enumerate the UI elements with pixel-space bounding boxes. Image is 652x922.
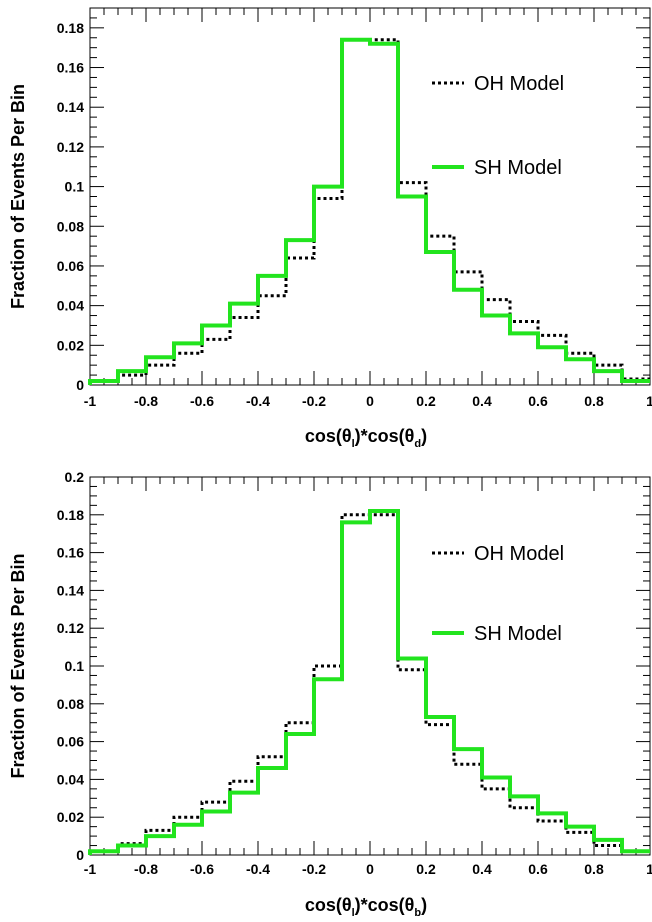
x-tick-label: -0.4 — [246, 393, 270, 409]
x-axis-title-part: ) — [421, 895, 427, 915]
y-tick-label: 0.16 — [57, 545, 84, 561]
y-tick-label: 0.02 — [57, 809, 84, 825]
x-tick-label: 1 — [646, 861, 652, 877]
y-axis-title: Fraction of Events Per Bin — [8, 84, 28, 309]
x-axis-title-subscript: l — [352, 438, 355, 450]
x-tick-label: -1 — [84, 393, 97, 409]
x-axis-title-subscript: l — [352, 907, 355, 919]
x-axis-title-part: )*cos(θ — [355, 895, 415, 915]
series-sh-line — [88, 509, 650, 855]
x-axis-title-part: )*cos(θ — [355, 426, 415, 446]
y-tick-label: 0.1 — [65, 179, 85, 195]
y-tick-label: 0.04 — [57, 298, 84, 314]
x-tick-label: 1 — [646, 393, 652, 409]
x-tick-label: -0.2 — [302, 861, 326, 877]
x-tick-label: -1 — [84, 861, 97, 877]
y-tick-label: 0 — [76, 377, 84, 393]
series-sh-line — [88, 37, 650, 385]
y-tick-label: 0.12 — [57, 620, 84, 636]
y-tick-label: 0.06 — [57, 258, 84, 274]
series-oh-line — [88, 38, 650, 385]
plot-frame — [89, 7, 651, 386]
y-tick-label: 0.1 — [65, 658, 85, 674]
x-axis-title-subscript: d — [414, 438, 421, 450]
y-tick-label: 0.14 — [57, 99, 84, 115]
x-axis-title-subscript: b — [414, 907, 421, 919]
legend-label: OH Model — [474, 73, 564, 95]
x-axis-title: cos(θl)*cos(θb) — [305, 895, 427, 919]
x-tick-label: 0.6 — [528, 393, 548, 409]
x-tick-label: 0 — [366, 861, 374, 877]
y-tick-label: 0.04 — [57, 771, 84, 787]
y-axis-title: Fraction of Events Per Bin — [8, 553, 28, 778]
legend-label: SH Model — [474, 157, 562, 179]
x-tick-label: -0.6 — [190, 861, 214, 877]
x-tick-label: -0.8 — [134, 393, 158, 409]
x-tick-label: -0.6 — [190, 393, 214, 409]
series-oh-line — [88, 513, 650, 855]
x-axis-title: cos(θl)*cos(θd) — [305, 426, 427, 450]
y-tick-label: 0.16 — [57, 60, 84, 76]
x-tick-label: 0 — [366, 393, 374, 409]
x-tick-label: 0.8 — [584, 393, 604, 409]
x-tick-label: 0.4 — [472, 393, 492, 409]
x-tick-label: 0.4 — [472, 861, 492, 877]
y-tick-label: 0 — [76, 847, 84, 863]
x-tick-label: 0.2 — [416, 393, 436, 409]
x-tick-label: -0.2 — [302, 393, 326, 409]
y-tick-label: 0.06 — [57, 734, 84, 750]
x-axis-title-part: ) — [421, 426, 427, 446]
y-tick-label: 0.12 — [57, 139, 84, 155]
x-tick-label: 0.2 — [416, 861, 436, 877]
x-tick-label: -0.4 — [246, 861, 270, 877]
plot-frame — [89, 476, 651, 856]
chart-top: -1 -0.8 -0.6 -0.4 -0.2 0 0.2 0.4 0.6 0.8 1 0 0.02 0.0… — [8, 7, 652, 450]
chart-bottom: -1 -0.8 -0.6 -0.4 -0.2 0 0.2 0.4 0.6 0.8 1 0 0.02 0.0… — [8, 469, 652, 919]
x-axis-title-part: cos(θ — [305, 426, 352, 446]
y-tick-label: 0.18 — [57, 507, 84, 523]
legend-label: SH Model — [474, 623, 562, 645]
y-tick-label: 0.14 — [57, 582, 84, 598]
y-tick-label: 0.2 — [65, 469, 85, 485]
legend-label: OH Model — [474, 543, 564, 565]
x-axis-title-part: cos(θ — [305, 895, 352, 915]
x-tick-label: 0.8 — [584, 861, 604, 877]
x-tick-label: 0.6 — [528, 861, 548, 877]
y-tick-label: 0.02 — [57, 337, 84, 353]
y-tick-label: 0.18 — [57, 20, 84, 36]
x-tick-label: -0.8 — [134, 861, 158, 877]
y-tick-label: 0.08 — [57, 696, 84, 712]
y-tick-label: 0.08 — [57, 218, 84, 234]
